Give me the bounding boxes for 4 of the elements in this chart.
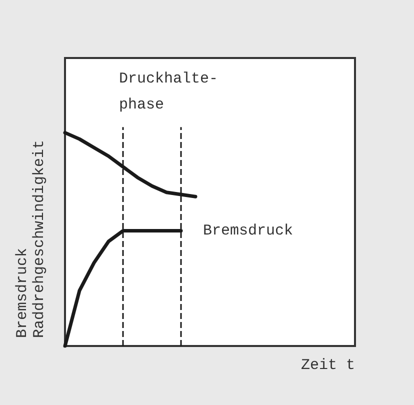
series-label: Bremsdruck	[203, 222, 294, 240]
text: Druckhalte- phase	[119, 70, 218, 114]
y-axis-title: Bremsdruck Raddrehgeschwindigkeit	[14, 140, 48, 338]
x-axis-title: Zeit t	[300, 357, 355, 374]
